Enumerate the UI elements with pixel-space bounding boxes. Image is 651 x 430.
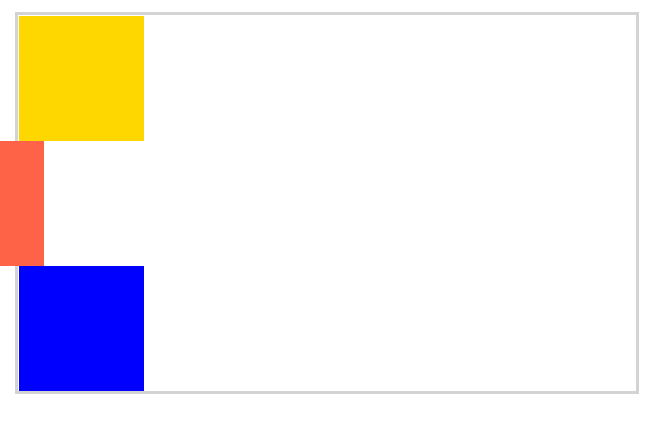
blue-block xyxy=(19,266,144,391)
yellow-block xyxy=(19,16,144,141)
red-block xyxy=(0,141,44,266)
